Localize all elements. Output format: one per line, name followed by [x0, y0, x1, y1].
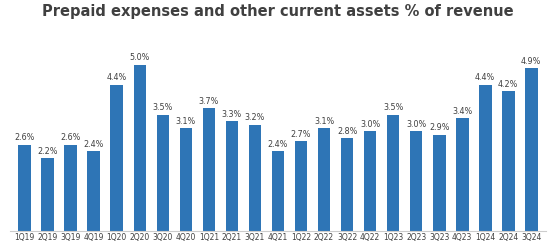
Bar	[387, 115, 399, 231]
Text: 3.3%: 3.3%	[222, 110, 242, 119]
Text: 4.4%: 4.4%	[107, 73, 127, 82]
Bar	[64, 145, 77, 231]
Bar	[157, 115, 169, 231]
Bar	[456, 118, 469, 231]
Text: 2.7%: 2.7%	[291, 130, 311, 139]
Bar	[502, 91, 515, 231]
Text: 3.5%: 3.5%	[153, 103, 173, 112]
Bar	[272, 151, 284, 231]
Bar	[111, 85, 123, 231]
Text: 3.1%: 3.1%	[314, 117, 334, 126]
Bar	[133, 64, 146, 231]
Bar	[87, 151, 100, 231]
Title: Prepaid expenses and other current assets % of revenue: Prepaid expenses and other current asset…	[42, 4, 514, 19]
Bar	[180, 128, 192, 231]
Text: 2.2%: 2.2%	[37, 147, 58, 156]
Bar	[410, 131, 423, 231]
Bar	[41, 158, 54, 231]
Text: 4.9%: 4.9%	[521, 57, 542, 65]
Bar	[202, 108, 215, 231]
Text: 3.0%: 3.0%	[360, 120, 380, 129]
Text: 2.6%: 2.6%	[14, 133, 35, 142]
Text: 4.2%: 4.2%	[498, 80, 518, 89]
Bar	[317, 128, 330, 231]
Bar	[18, 145, 31, 231]
Text: 5.0%: 5.0%	[130, 53, 150, 62]
Text: 2.4%: 2.4%	[83, 140, 104, 149]
Text: 4.4%: 4.4%	[475, 73, 495, 82]
Text: 3.4%: 3.4%	[452, 107, 473, 116]
Text: 3.7%: 3.7%	[198, 97, 219, 106]
Bar	[226, 121, 239, 231]
Text: 3.5%: 3.5%	[383, 103, 403, 112]
Text: 2.9%: 2.9%	[429, 123, 449, 132]
Bar	[295, 141, 307, 231]
Text: 3.2%: 3.2%	[245, 113, 265, 122]
Text: 3.0%: 3.0%	[406, 120, 426, 129]
Text: 2.8%: 2.8%	[337, 127, 358, 136]
Bar	[433, 135, 445, 231]
Bar	[479, 85, 492, 231]
Text: 3.1%: 3.1%	[176, 117, 196, 126]
Bar	[341, 138, 354, 231]
Text: 2.6%: 2.6%	[61, 133, 81, 142]
Text: 2.4%: 2.4%	[268, 140, 288, 149]
Bar	[525, 68, 538, 231]
Bar	[364, 131, 376, 231]
Bar	[249, 125, 261, 231]
